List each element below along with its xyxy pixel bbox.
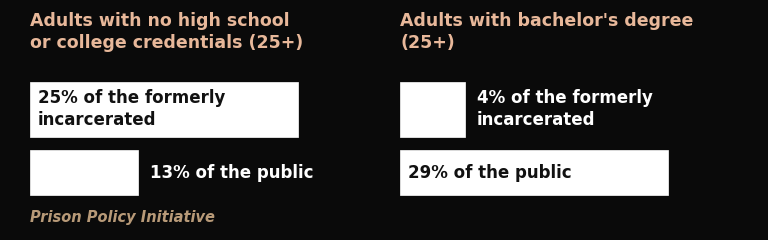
Text: 29% of the public: 29% of the public: [408, 163, 571, 181]
Text: 4% of the formerly
incarcerated: 4% of the formerly incarcerated: [477, 89, 653, 129]
Text: 13% of the public: 13% of the public: [150, 163, 313, 181]
FancyBboxPatch shape: [30, 150, 138, 195]
FancyBboxPatch shape: [400, 82, 465, 137]
Text: Adults with bachelor's degree
(25+): Adults with bachelor's degree (25+): [400, 12, 694, 52]
Text: Adults with no high school
or college credentials (25+): Adults with no high school or college cr…: [30, 12, 303, 52]
FancyBboxPatch shape: [400, 150, 668, 195]
Text: Prison Policy Initiative: Prison Policy Initiative: [30, 210, 215, 225]
Text: 25% of the formerly
incarcerated: 25% of the formerly incarcerated: [38, 89, 225, 129]
FancyBboxPatch shape: [30, 82, 298, 137]
